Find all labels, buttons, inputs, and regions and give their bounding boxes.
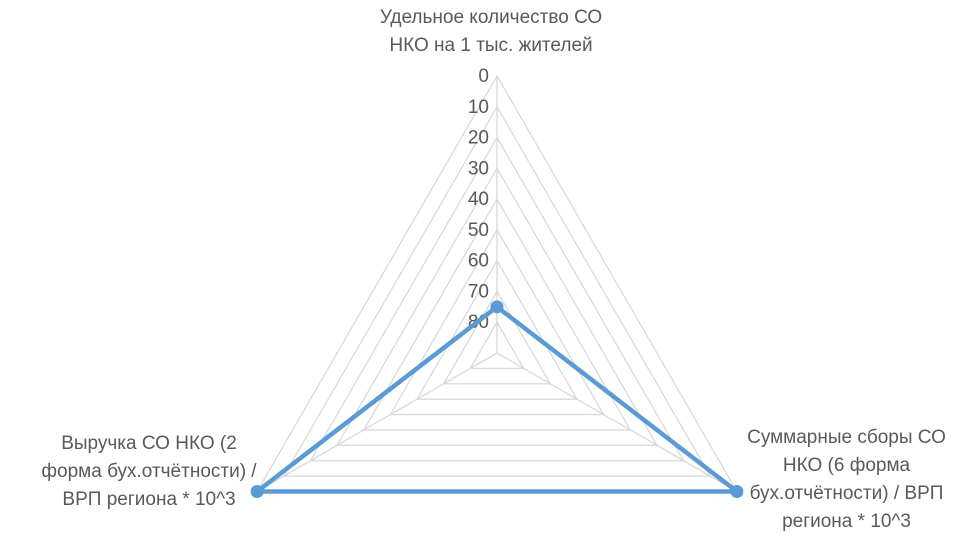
gridline-ring xyxy=(442,290,552,385)
radial-tick-label: 0 xyxy=(478,66,489,87)
gridline-ring xyxy=(309,136,685,462)
radial-tick-label: 40 xyxy=(468,189,489,210)
axis-label-bottom-right: Суммарные сборы СО НКО (6 форма бух.отчё… xyxy=(747,427,946,532)
axis-spoke xyxy=(256,352,498,493)
radial-tick-label: 50 xyxy=(468,220,489,241)
gridline-ring xyxy=(389,228,605,416)
data-point xyxy=(250,485,264,498)
data-point xyxy=(730,485,744,498)
data-point xyxy=(490,300,504,314)
radial-tick-label: 20 xyxy=(468,128,489,149)
radial-tick-label: 30 xyxy=(468,158,489,179)
radial-tick-label: 10 xyxy=(468,97,489,118)
axis-label-bottom-left: Выручка СО НКО (2 форма бух.отчётности) … xyxy=(41,433,257,510)
axis-spoke xyxy=(496,352,738,493)
gridline-ring xyxy=(469,320,525,370)
radial-tick-label: 70 xyxy=(468,281,489,302)
gridline-ring xyxy=(282,105,712,477)
series-line xyxy=(254,304,740,494)
radial-tick-label: 60 xyxy=(468,251,489,272)
gridline-ring xyxy=(415,259,579,400)
axis-label-top: Удельное количество СО НКО на 1 тыс. жит… xyxy=(379,7,603,56)
gridline-ring xyxy=(335,167,659,446)
gridline-ring xyxy=(362,197,632,431)
